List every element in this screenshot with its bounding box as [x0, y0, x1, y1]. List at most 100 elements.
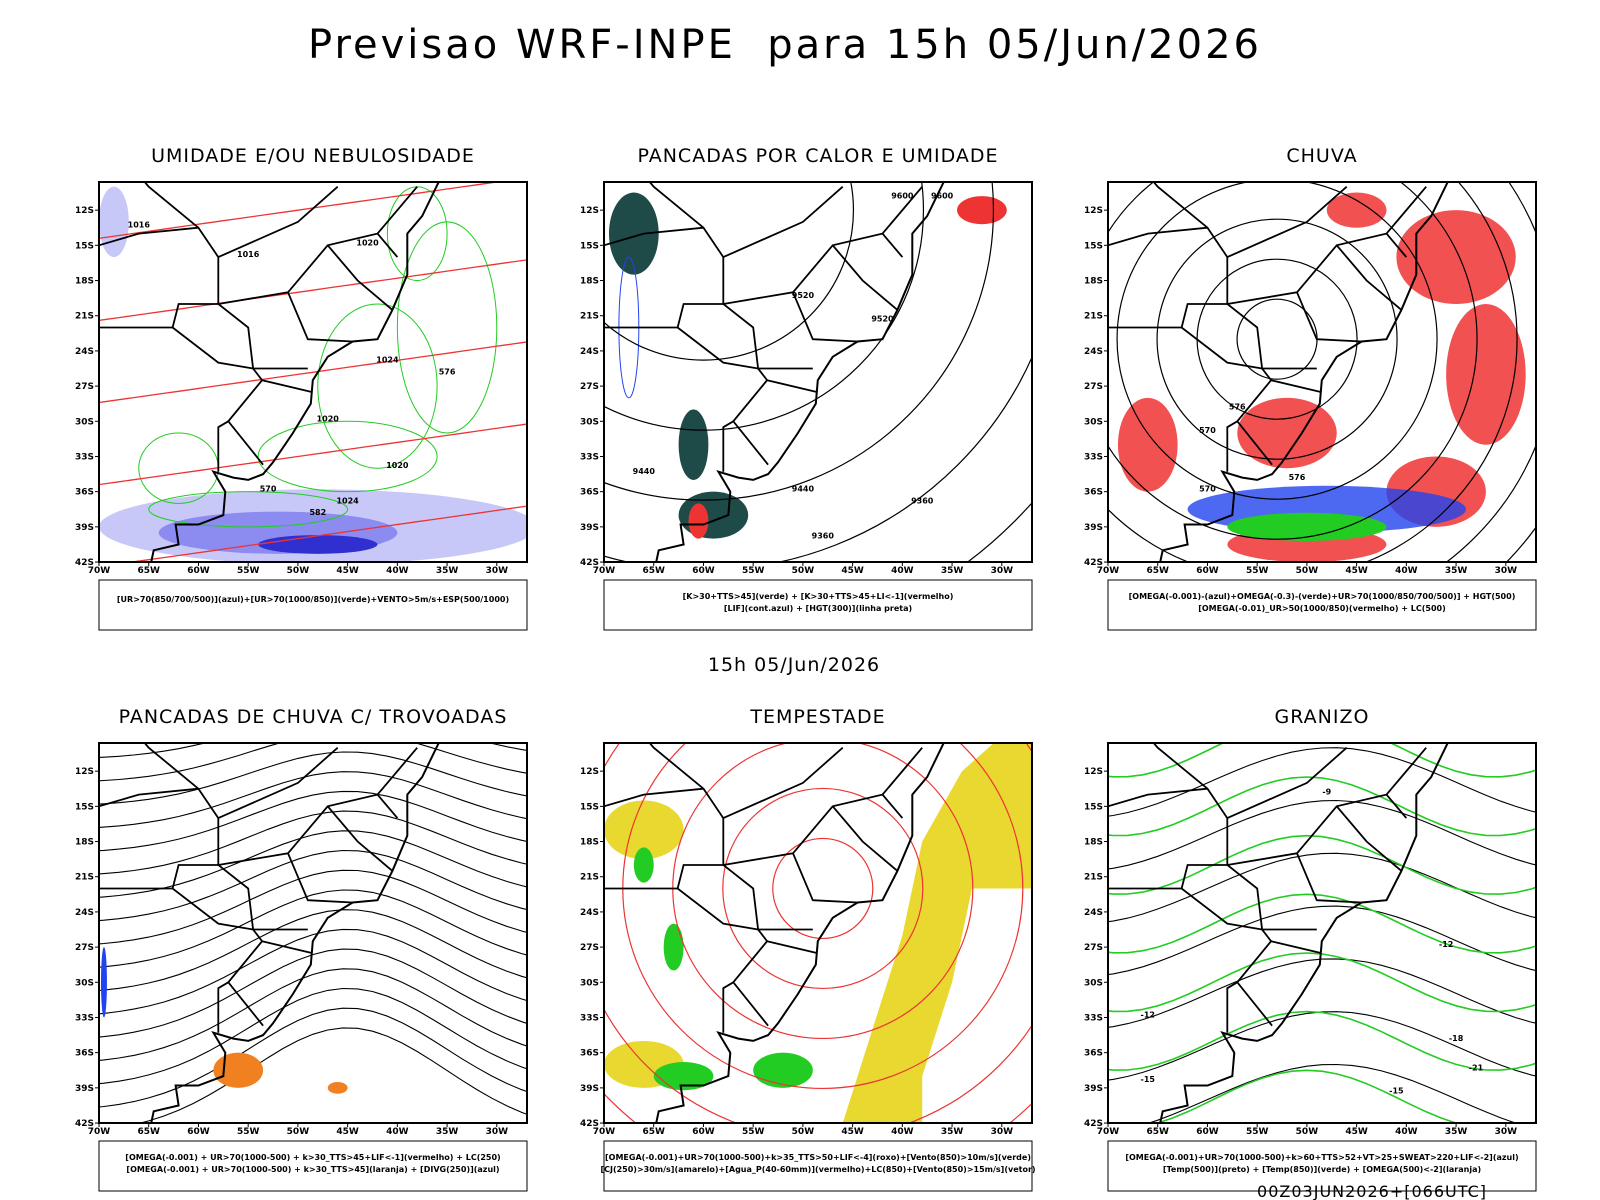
height-contour: [604, 182, 924, 431]
shaded-area: [688, 503, 709, 539]
lon-tick-label: 35W: [436, 566, 459, 576]
map: [604, 743, 1032, 1123]
contour-label: 9600: [891, 191, 914, 200]
shaded-area: [1446, 303, 1526, 445]
streamline: [1108, 182, 1518, 562]
border: [1336, 244, 1402, 311]
border: [881, 794, 904, 819]
map-frame: [1107, 742, 1537, 1124]
border: [1108, 787, 1208, 808]
lat-tick-label: 36S: [1084, 488, 1103, 498]
legend-box: [1107, 1140, 1537, 1192]
lat-tick-label: 39S: [580, 1084, 599, 1094]
lon-tick-label: 50W: [792, 1127, 815, 1137]
streamline: [99, 928, 527, 1015]
lon-tick-label: 65W: [642, 566, 665, 576]
contour-label: 1024: [376, 356, 399, 365]
border: [604, 787, 704, 808]
legend-text: [K>30+TTS>45](verde) + [K>30+TTS>45+LI<-…: [683, 592, 954, 601]
lon-tick-label: 70W: [1097, 1127, 1120, 1137]
temperature-contour: [1108, 852, 1536, 923]
streamline: [772, 837, 874, 940]
border: [1226, 420, 1238, 472]
lon-tick-label: 40W: [386, 1127, 409, 1137]
lat-tick-label: 39S: [1084, 1084, 1103, 1094]
lon-tick-label: 30W: [486, 566, 509, 576]
border: [217, 747, 339, 819]
thickness-contour: [127, 505, 527, 562]
lat-tick-label: 39S: [75, 523, 94, 533]
border: [327, 244, 393, 311]
contour-label: 1016: [237, 250, 260, 259]
temperature-contour: [1108, 1010, 1536, 1071]
map-background: [1108, 743, 1536, 1123]
lat-tick-label: 42S: [580, 1119, 599, 1129]
subtitle: 15h 05/Jun/2026: [708, 654, 880, 676]
lon-tick-label: 35W: [1445, 566, 1468, 576]
border: [648, 182, 769, 466]
border: [287, 291, 353, 343]
streamline: [99, 743, 527, 758]
border: [143, 182, 264, 466]
legend-text: [LIF](cont.azul) + [HGT(300)](linha pret…: [724, 604, 912, 613]
streamline: [722, 787, 924, 990]
lat-tick-label: 24S: [75, 347, 94, 357]
border: [261, 940, 313, 954]
lat-tick-label: 21S: [580, 312, 599, 322]
shaded-area: [396, 221, 498, 434]
streamline: [99, 771, 527, 828]
shaded-area: [957, 196, 1007, 225]
lat-tick-label: 18S: [1084, 838, 1103, 848]
border: [792, 852, 858, 904]
legend-text: [OMEGA(-0.001)-(azul)+OMEGA(-0.3)-(verde…: [1129, 592, 1516, 601]
lat-tick-label: 27S: [580, 943, 599, 953]
lat-tick-label: 42S: [580, 558, 599, 568]
lat-tick-label: 24S: [580, 347, 599, 357]
map: [604, 182, 1032, 562]
lon-tick-label: 45W: [1345, 566, 1368, 576]
contour-label: -15: [1141, 1075, 1156, 1084]
border: [722, 186, 844, 258]
border: [1152, 182, 1273, 466]
lon-tick-label: 70W: [1097, 566, 1120, 576]
border: [261, 379, 313, 393]
height-contour: [604, 182, 994, 501]
streamline: [99, 849, 527, 922]
lon-tick-label: 30W: [1495, 566, 1518, 576]
lat-tick-label: 21S: [75, 873, 94, 883]
border: [1270, 940, 1322, 954]
panel-title: UMIDADE E/OU NEBULOSIDADE: [151, 145, 475, 167]
temperature-contour: [1108, 799, 1536, 870]
lon-tick-label: 30W: [991, 1127, 1014, 1137]
lat-tick-label: 24S: [1084, 908, 1103, 918]
lon-tick-label: 50W: [1296, 566, 1319, 576]
map-frame: [1107, 181, 1537, 563]
temperature-contour: [1147, 1063, 1518, 1123]
contour-label: 9440: [633, 467, 656, 476]
border: [287, 852, 353, 904]
border: [1270, 379, 1322, 393]
border: [1385, 794, 1407, 819]
border: [1296, 291, 1362, 343]
temperature-contour: [1108, 905, 1536, 976]
legend-box: [603, 579, 1033, 631]
lon-tick-label: 60W: [187, 566, 210, 576]
lat-tick-label: 12S: [580, 767, 599, 777]
shaded-area: [608, 192, 659, 275]
lat-tick-label: 15S: [580, 241, 599, 251]
lat-tick-label: 21S: [580, 873, 599, 883]
contour-label: 576: [1289, 473, 1306, 482]
temperature-contour: [1108, 834, 1536, 895]
lat-tick-label: 27S: [75, 943, 94, 953]
contour-label: 9520: [871, 315, 894, 324]
lat-tick-label: 30S: [580, 978, 599, 988]
lon-tick-label: 55W: [237, 1127, 260, 1137]
lat-tick-label: 21S: [1084, 873, 1103, 883]
streamline: [1108, 182, 1478, 540]
coastline: [1159, 182, 1449, 562]
lon-tick-label: 70W: [593, 566, 616, 576]
border: [1108, 226, 1208, 247]
lat-tick-label: 39S: [75, 1084, 94, 1094]
lat-tick-label: 36S: [75, 488, 94, 498]
